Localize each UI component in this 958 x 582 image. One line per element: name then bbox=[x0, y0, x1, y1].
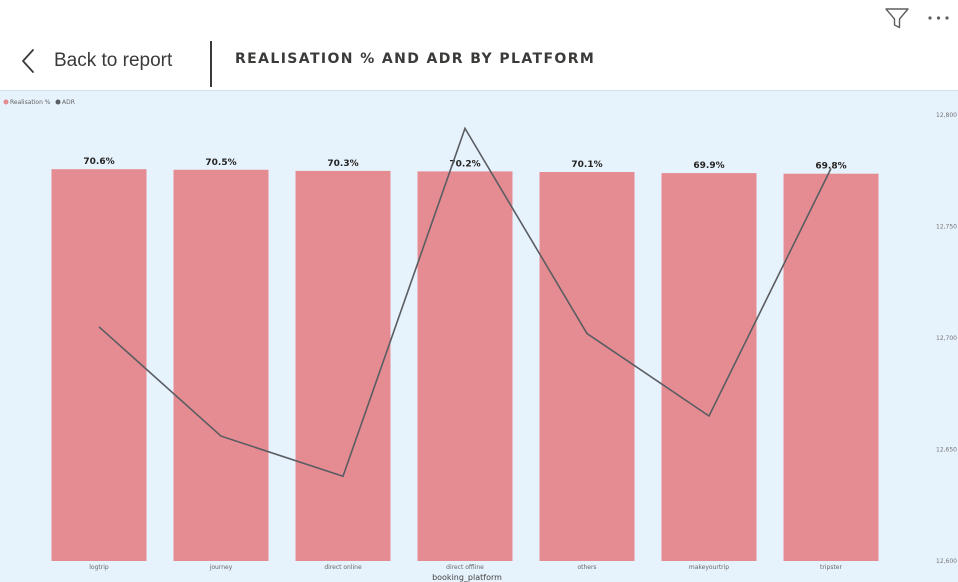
legend-marker-realisation bbox=[3, 99, 9, 105]
bar-journey[interactable] bbox=[173, 169, 269, 562]
adr-line[interactable] bbox=[98, 126, 832, 478]
y2-tick-label: 12,750 bbox=[936, 224, 957, 231]
x-tick-label: direct online bbox=[324, 564, 362, 571]
header-divider bbox=[210, 41, 212, 87]
x-tick-label: direct offline bbox=[446, 564, 484, 571]
x-tick-label: logtrip bbox=[89, 564, 109, 571]
x-tick-label: journey bbox=[209, 564, 233, 571]
adr-point[interactable] bbox=[462, 125, 468, 131]
adr-point[interactable] bbox=[340, 473, 346, 479]
line-series-adr bbox=[96, 125, 834, 479]
chart-area: Realisation % ADR 70.6% 70.5% 70.3% 70.2% 70… bbox=[0, 90, 958, 582]
adr-point[interactable] bbox=[706, 413, 712, 419]
back-to-report-button[interactable]: Back to report bbox=[20, 44, 172, 78]
legend-marker-adr bbox=[55, 99, 61, 105]
chart-legend: Realisation % ADR bbox=[3, 99, 75, 106]
y2-tick-label: 12,800 bbox=[936, 112, 957, 119]
bar-direct-online[interactable] bbox=[295, 170, 391, 561]
x-axis-title: booking_platform bbox=[432, 573, 502, 582]
x-tick-label: others bbox=[577, 564, 596, 571]
adr-point[interactable] bbox=[584, 331, 590, 337]
data-label: 70.3% bbox=[327, 159, 358, 169]
adr-point[interactable] bbox=[828, 166, 834, 172]
chart: Realisation % ADR 70.6% 70.5% 70.3% 70.2% 70… bbox=[3, 99, 957, 582]
data-label: 69.8% bbox=[815, 162, 846, 172]
filter-icon bbox=[885, 8, 909, 29]
data-label: 70.6% bbox=[83, 157, 114, 167]
data-label: 70.2% bbox=[449, 159, 480, 169]
x-tick-label: makeyourtrip bbox=[689, 564, 729, 571]
more-options-icon bbox=[928, 16, 949, 20]
legend-label-adr[interactable]: ADR bbox=[62, 99, 75, 106]
bar-series-realisation bbox=[51, 169, 879, 562]
data-label: 70.1% bbox=[571, 160, 602, 170]
data-label: 70.5% bbox=[205, 158, 236, 168]
bar-others[interactable] bbox=[539, 172, 635, 561]
adr-point[interactable] bbox=[96, 324, 102, 330]
adr-point[interactable] bbox=[218, 433, 224, 439]
data-label: 69.9% bbox=[693, 161, 724, 171]
more-options-button[interactable] bbox=[926, 8, 952, 28]
y2-axis-tick-labels: 12,600 12,650 12,700 12,750 12,800 bbox=[936, 112, 957, 565]
report-header: Back to report REALISATION % AND ADR BY … bbox=[0, 0, 958, 90]
x-tick-label: tripster bbox=[820, 564, 842, 571]
y2-tick-label: 12,650 bbox=[936, 447, 957, 454]
bar-direct-offline[interactable] bbox=[417, 171, 513, 561]
y2-tick-label: 12,700 bbox=[936, 335, 957, 342]
page-title: REALISATION % AND ADR BY PLATFORM bbox=[235, 51, 596, 67]
filter-button[interactable] bbox=[883, 6, 911, 30]
bar-data-labels: 70.6% 70.5% 70.3% 70.2% 70.1% 69.9% 69.8% bbox=[83, 157, 846, 172]
bar-tripster[interactable] bbox=[783, 173, 879, 561]
back-to-report-label: Back to report bbox=[54, 50, 173, 71]
legend-label-realisation[interactable]: Realisation % bbox=[10, 99, 51, 106]
x-axis-tick-labels: logtrip journey direct online direct offlin… bbox=[89, 564, 842, 571]
bar-makeyourtrip[interactable] bbox=[661, 173, 757, 561]
bar-logtrip[interactable] bbox=[51, 169, 147, 561]
chevron-left-icon bbox=[22, 49, 34, 73]
y2-tick-label: 12,600 bbox=[936, 558, 957, 565]
